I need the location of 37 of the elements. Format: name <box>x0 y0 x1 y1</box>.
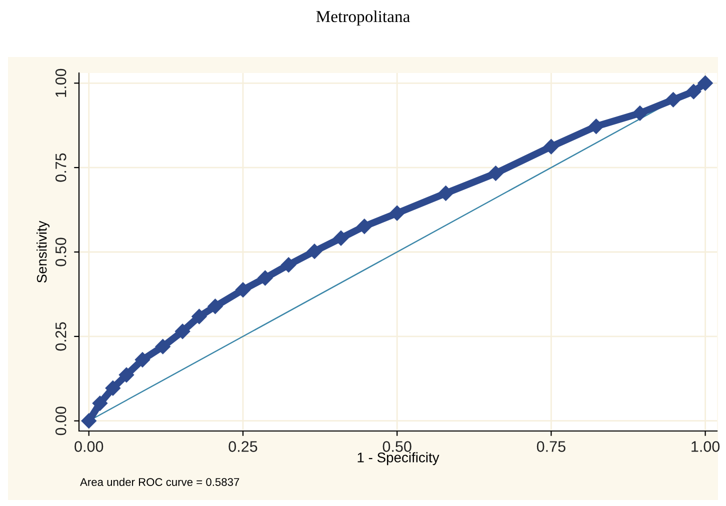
point <box>544 139 559 154</box>
point <box>235 282 251 298</box>
y-tick-label: 0.75 <box>55 153 66 182</box>
x-tick-label: 0.50 <box>382 441 412 452</box>
chart-title: Metropolitana <box>316 10 410 26</box>
point <box>588 118 604 134</box>
point <box>306 244 322 259</box>
point <box>81 413 96 428</box>
point <box>356 218 372 234</box>
point <box>174 324 190 339</box>
point <box>333 230 349 246</box>
point <box>698 76 713 91</box>
point <box>118 367 134 383</box>
y-axis-title: Sensitivity <box>36 220 50 283</box>
x-axis-title: 1 - Specificity <box>358 452 440 466</box>
point <box>105 380 120 396</box>
point <box>258 270 273 286</box>
x-tick-label: 0.75 <box>536 441 566 452</box>
point <box>632 106 648 121</box>
point <box>281 257 296 272</box>
point <box>155 338 170 354</box>
x-tick-label: 1.00 <box>692 441 720 452</box>
point <box>192 308 207 324</box>
text: Area under ROC curve = 0.5837 <box>80 478 240 486</box>
y-tick-label: 0.50 <box>55 238 66 266</box>
y-tick-label: 0.25 <box>55 322 66 351</box>
point <box>686 84 702 100</box>
point <box>488 166 504 181</box>
point <box>92 396 108 411</box>
x-tick-label: 0.00 <box>74 441 104 452</box>
point <box>134 352 150 368</box>
point <box>208 298 223 314</box>
point <box>666 92 681 108</box>
point <box>390 206 405 221</box>
y-tick-label: 1.00 <box>55 68 66 97</box>
x-tick-label: 0.25 <box>228 441 258 452</box>
point <box>438 186 454 201</box>
